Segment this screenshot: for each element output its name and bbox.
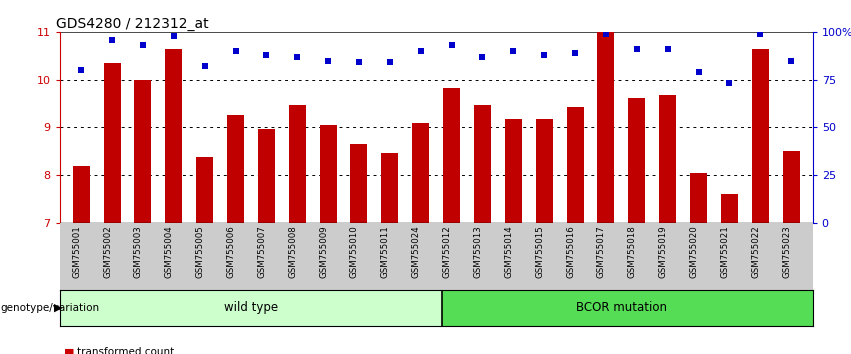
Point: [692, 69, 705, 75]
Point: [630, 46, 643, 52]
Point: [290, 54, 304, 59]
Text: GSM755006: GSM755006: [226, 225, 236, 278]
Bar: [783, 152, 800, 223]
Bar: [505, 119, 522, 223]
Text: GSM755016: GSM755016: [566, 225, 575, 278]
Text: transformed count: transformed count: [77, 347, 174, 354]
Point: [445, 42, 459, 48]
Point: [106, 37, 119, 42]
Point: [753, 31, 767, 36]
Point: [197, 63, 211, 69]
Text: GSM755015: GSM755015: [535, 225, 544, 278]
Bar: [751, 48, 768, 223]
Point: [167, 33, 180, 39]
Point: [322, 58, 335, 63]
Point: [476, 54, 489, 59]
Text: GSM755022: GSM755022: [751, 225, 760, 278]
Bar: [628, 98, 645, 223]
Text: GSM755013: GSM755013: [473, 225, 483, 278]
Point: [568, 50, 582, 56]
Bar: [134, 80, 151, 223]
Text: GSM755024: GSM755024: [412, 225, 420, 278]
Point: [785, 58, 798, 63]
Text: GSM755007: GSM755007: [257, 225, 266, 278]
Bar: [474, 105, 491, 223]
Text: GSM755012: GSM755012: [443, 225, 452, 278]
Point: [506, 48, 520, 54]
Bar: [597, 32, 614, 223]
Bar: [660, 95, 677, 223]
Text: GSM755017: GSM755017: [597, 225, 606, 278]
Text: GSM755014: GSM755014: [505, 225, 513, 278]
Bar: [72, 166, 89, 223]
Text: GSM755002: GSM755002: [103, 225, 112, 278]
Point: [661, 46, 675, 52]
Point: [537, 52, 551, 58]
Bar: [320, 125, 337, 223]
Text: GSM755021: GSM755021: [720, 225, 729, 278]
Point: [136, 42, 150, 48]
Point: [74, 67, 88, 73]
Bar: [227, 115, 244, 223]
Bar: [60, 290, 443, 326]
Bar: [690, 173, 707, 223]
Point: [383, 59, 397, 65]
Text: wild type: wild type: [224, 302, 278, 314]
Text: GSM755011: GSM755011: [381, 225, 390, 278]
Text: GSM755009: GSM755009: [319, 225, 328, 278]
Text: genotype/variation: genotype/variation: [1, 303, 100, 313]
Point: [599, 31, 613, 36]
Text: BCOR mutation: BCOR mutation: [576, 302, 667, 314]
Text: GSM755004: GSM755004: [165, 225, 174, 278]
Bar: [412, 123, 429, 223]
Text: GSM755001: GSM755001: [72, 225, 81, 278]
Text: GSM755019: GSM755019: [659, 225, 668, 278]
Bar: [196, 157, 213, 223]
Text: GSM755005: GSM755005: [196, 225, 204, 278]
Text: GSM755010: GSM755010: [350, 225, 359, 278]
Bar: [381, 153, 398, 223]
Text: GSM755008: GSM755008: [288, 225, 297, 278]
Point: [352, 59, 366, 65]
Bar: [535, 119, 552, 223]
Text: ▶: ▶: [54, 303, 62, 313]
Point: [414, 48, 427, 54]
Text: GDS4280 / 212312_at: GDS4280 / 212312_at: [56, 17, 208, 31]
Text: GSM755018: GSM755018: [628, 225, 637, 278]
Text: ■: ■: [64, 347, 74, 354]
Point: [229, 48, 243, 54]
Bar: [567, 107, 584, 223]
Text: GSM755020: GSM755020: [689, 225, 699, 278]
Bar: [104, 63, 121, 223]
Bar: [351, 144, 368, 223]
Text: GSM755023: GSM755023: [782, 225, 791, 278]
Bar: [443, 88, 460, 223]
Bar: [443, 290, 825, 326]
Point: [722, 81, 736, 86]
Bar: [288, 104, 306, 223]
Point: [260, 52, 273, 58]
Text: GSM755003: GSM755003: [134, 225, 143, 278]
Bar: [721, 194, 738, 223]
Bar: [258, 129, 275, 223]
Bar: [165, 48, 182, 223]
